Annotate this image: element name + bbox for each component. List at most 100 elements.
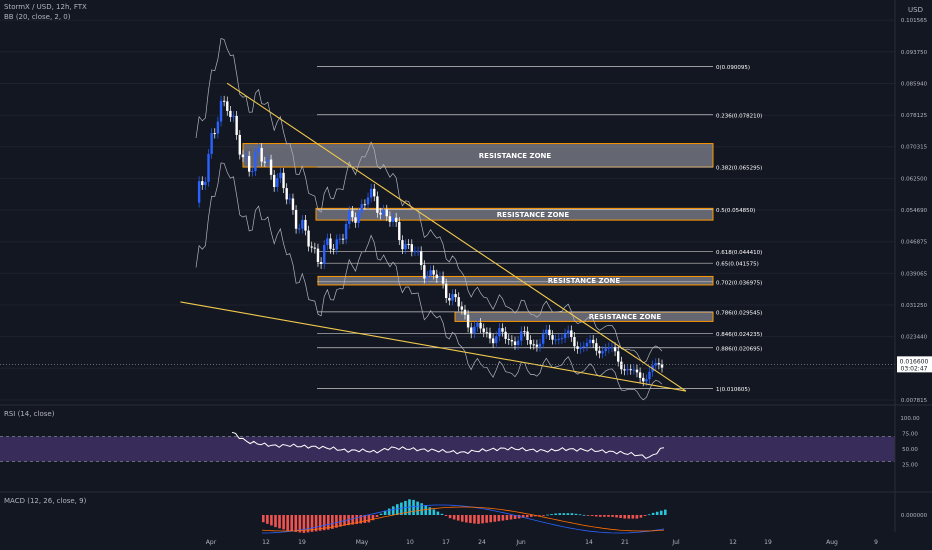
candle-body <box>541 334 545 344</box>
macd-bar <box>501 515 505 521</box>
macd-bar <box>363 515 367 523</box>
macd-bar <box>440 513 444 515</box>
candle-body <box>448 297 451 301</box>
resistance-zone-label: RESISTANCE ZONE <box>479 152 552 160</box>
rsi-line <box>231 431 665 459</box>
macd-bar <box>509 515 513 520</box>
macd-bar <box>331 515 334 529</box>
candle-body <box>326 238 329 245</box>
macd-bar <box>400 502 403 515</box>
candle-body <box>419 251 423 266</box>
candle-body <box>510 339 514 342</box>
macd-bar <box>643 515 647 516</box>
macd-bar <box>290 515 294 532</box>
candle-body <box>476 322 479 327</box>
candle-body <box>348 210 351 224</box>
macd-bar <box>566 513 570 515</box>
candle-body <box>432 270 435 275</box>
macd-bar <box>477 515 480 524</box>
candle-body <box>285 188 288 200</box>
candle-body <box>254 151 257 172</box>
macd-bar <box>651 512 655 515</box>
candle-body <box>498 328 501 337</box>
candle-body <box>388 216 392 222</box>
fib-level-label: 0.236(0.078210) <box>716 113 762 119</box>
candle-body <box>288 198 292 200</box>
macd-bar <box>420 503 423 515</box>
macd-bar <box>542 515 545 516</box>
candle-body <box>282 172 285 189</box>
candle-body <box>401 240 404 250</box>
candle-body <box>501 328 504 332</box>
macd-bar <box>436 511 440 515</box>
candle-body <box>629 369 632 371</box>
macd-bar <box>318 515 322 531</box>
rsi-tick-label: 75.00 <box>902 432 918 438</box>
candle-body <box>535 344 539 347</box>
time-tick-label: 17 <box>442 539 450 546</box>
macd-bar <box>274 515 277 528</box>
price-tick-label: 0.023440 <box>901 335 928 341</box>
candle-body <box>216 121 220 134</box>
macd-bar <box>619 515 622 518</box>
time-tick-label: 19 <box>298 539 306 546</box>
candle-body <box>632 369 636 371</box>
candle-body <box>279 172 282 179</box>
macd-bar <box>550 514 553 515</box>
candle-body <box>304 219 307 231</box>
macd-bar <box>469 515 472 524</box>
macd-bar <box>322 515 326 531</box>
candle-body <box>423 265 426 279</box>
macd-bar <box>647 514 651 516</box>
candle-body <box>635 369 639 373</box>
candle-body <box>385 209 388 217</box>
macd-bar <box>339 515 342 527</box>
candle-body <box>645 379 648 382</box>
macd-bar <box>262 515 265 523</box>
macd-bar <box>359 515 363 524</box>
candle-body <box>394 217 398 222</box>
macd-bar <box>497 515 501 522</box>
macd-bar <box>428 507 432 515</box>
macd-bar <box>489 515 492 523</box>
macd-bar <box>266 515 269 524</box>
candle-body <box>445 283 448 298</box>
candle-body <box>660 364 664 368</box>
macd-bar <box>603 515 606 517</box>
candle-body <box>376 196 379 213</box>
currency-label: USD <box>908 6 923 14</box>
macd-bar <box>521 515 525 518</box>
macd-bar <box>538 515 541 516</box>
candle-body <box>379 212 382 215</box>
macd-bar <box>444 515 448 516</box>
price-tick-label: 0.062500 <box>901 176 928 182</box>
candle-body <box>460 306 464 310</box>
macd-bar <box>554 513 557 515</box>
candle-body <box>363 204 367 206</box>
macd-bar <box>432 509 436 515</box>
rsi-band <box>0 436 895 462</box>
macd-bar <box>635 515 639 519</box>
macd-bar <box>424 505 428 515</box>
macd-bar <box>456 515 460 521</box>
candle-body <box>529 340 532 345</box>
candle-body <box>272 174 276 187</box>
macd-bar <box>611 515 614 517</box>
candle-body <box>470 327 473 334</box>
candle-body <box>620 361 623 370</box>
candle-body <box>207 153 210 182</box>
macd-bar <box>314 515 318 532</box>
current-price-badge <box>897 356 932 373</box>
candle-body <box>526 331 529 341</box>
candle-body <box>301 219 304 229</box>
trendline-lower <box>180 301 687 392</box>
candle-body <box>257 147 260 152</box>
rsi-legend: RSI (14, close) <box>4 410 55 418</box>
price-tick-label: 0.085940 <box>901 81 928 87</box>
macd-tick-label: 0.000000 <box>901 513 928 519</box>
candle-body <box>413 251 417 253</box>
candle-body <box>323 244 326 264</box>
candle-body <box>229 110 232 117</box>
candle-body <box>310 246 313 248</box>
